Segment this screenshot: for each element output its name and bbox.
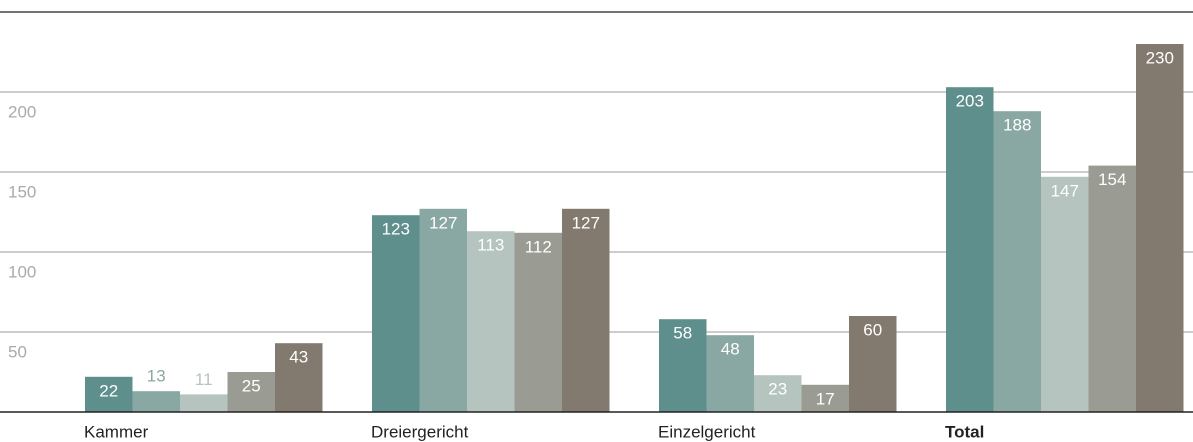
value-label: 13	[147, 367, 166, 386]
bar	[514, 232, 562, 412]
value-label: 112	[525, 237, 552, 256]
label-bg	[184, 368, 224, 391]
value-label: 11	[195, 370, 213, 389]
x-tick-label: Total	[945, 422, 984, 441]
value-label: 43	[289, 348, 308, 367]
value-label: 123	[382, 220, 410, 239]
bar	[659, 319, 707, 412]
bar	[1136, 44, 1184, 412]
y-tick-label: 150	[8, 182, 36, 201]
value-label: 154	[1098, 170, 1126, 189]
value-label: 23	[768, 380, 787, 399]
y-tick-label: 200	[8, 102, 36, 121]
x-tick-label: Einzelgericht	[658, 422, 756, 441]
value-label: 17	[816, 389, 835, 408]
value-label: 58	[673, 324, 692, 343]
bar	[227, 372, 275, 412]
bar	[801, 384, 849, 412]
x-tick-label: Dreiergericht	[371, 422, 469, 441]
label-bg	[136, 365, 176, 388]
value-label: 48	[721, 340, 740, 359]
value-label: 127	[429, 213, 457, 232]
bar	[275, 343, 323, 412]
value-label: 22	[99, 381, 118, 400]
y-tick-label: 100	[8, 262, 36, 281]
bar	[132, 391, 180, 412]
x-tick-label: Kammer	[84, 422, 149, 441]
bar	[562, 208, 610, 412]
value-label: 25	[242, 376, 261, 395]
bar	[946, 87, 994, 412]
bar	[180, 394, 228, 412]
bar	[993, 111, 1041, 412]
bar	[85, 376, 133, 412]
value-label: 113	[477, 236, 504, 255]
value-label: 127	[572, 213, 600, 232]
value-label: 188	[1003, 116, 1031, 135]
bar	[372, 215, 420, 412]
value-label: 203	[956, 92, 984, 111]
value-label: 60	[863, 320, 882, 339]
bar	[1088, 165, 1136, 412]
bar	[1041, 176, 1089, 412]
bar	[467, 231, 515, 412]
y-tick-label: 50	[8, 342, 27, 361]
value-label: 147	[1051, 181, 1079, 200]
bar	[849, 316, 897, 412]
value-label: 230	[1146, 48, 1174, 67]
bar	[706, 335, 754, 412]
bar	[419, 208, 467, 412]
bar	[754, 375, 802, 412]
